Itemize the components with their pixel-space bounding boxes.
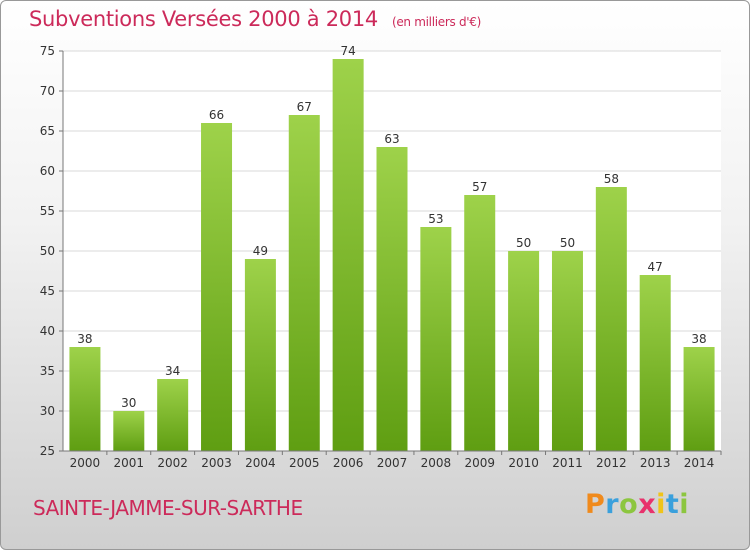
bar-2007 bbox=[376, 147, 408, 451]
value-label: 34 bbox=[165, 364, 180, 378]
x-tick-label: 2003 bbox=[201, 456, 232, 470]
x-tick-label: 2004 bbox=[245, 456, 276, 470]
proxiti-logo: Proxiti bbox=[585, 489, 689, 520]
value-label: 53 bbox=[428, 212, 443, 226]
chart-title: Subventions Versées 2000 à 2014 (en milli… bbox=[29, 7, 481, 31]
value-label: 57 bbox=[472, 180, 487, 194]
y-tick-label: 55 bbox=[40, 204, 55, 218]
bar-2011 bbox=[551, 251, 583, 451]
bar-2005 bbox=[288, 115, 320, 451]
y-tick-label: 60 bbox=[40, 164, 55, 178]
x-tick-label: 2002 bbox=[157, 456, 188, 470]
bar-2013 bbox=[639, 275, 671, 451]
bar-2003 bbox=[201, 123, 233, 451]
bar-2002 bbox=[157, 379, 189, 451]
bars bbox=[69, 59, 715, 451]
bar-2012 bbox=[595, 187, 627, 451]
value-label: 50 bbox=[516, 236, 531, 250]
logo-letter: P bbox=[585, 489, 606, 520]
y-tick-label: 40 bbox=[40, 324, 55, 338]
value-label: 30 bbox=[121, 396, 136, 410]
y-tick-label: 25 bbox=[40, 444, 55, 458]
value-label: 50 bbox=[560, 236, 575, 250]
bar-2009 bbox=[464, 195, 496, 451]
y-tick-label: 45 bbox=[40, 284, 55, 298]
y-tick-label: 70 bbox=[40, 84, 55, 98]
x-tick-label: 2000 bbox=[70, 456, 101, 470]
bar-2000 bbox=[69, 347, 101, 451]
value-label: 47 bbox=[648, 260, 663, 274]
value-label: 58 bbox=[604, 172, 619, 186]
logo-letter: x bbox=[638, 489, 657, 520]
y-tick-labels: 25 30 35 40 45 50 55 60 65 70 75 bbox=[40, 44, 55, 458]
value-label: 63 bbox=[384, 132, 399, 146]
commune-name: SAINTE-JAMME-SUR-SARTHE bbox=[33, 496, 303, 520]
bar-2004 bbox=[244, 259, 276, 451]
x-tick-label: 2014 bbox=[684, 456, 715, 470]
value-label: 74 bbox=[340, 44, 355, 58]
x-tick-label: 2012 bbox=[596, 456, 627, 470]
x-tick-labels: 2000 2001 2002 2003 2004 2005 2006 2007 2008 2009… bbox=[70, 456, 715, 470]
value-label: 38 bbox=[691, 332, 706, 346]
bar-2008 bbox=[420, 227, 452, 451]
x-tick-label: 2001 bbox=[114, 456, 145, 470]
value-label: 66 bbox=[209, 108, 224, 122]
y-tick-label: 30 bbox=[40, 404, 55, 418]
bar-2010 bbox=[508, 251, 540, 451]
x-tick-label: 2013 bbox=[640, 456, 671, 470]
logo-letter: o bbox=[619, 489, 639, 520]
x-tick-label: 2009 bbox=[464, 456, 495, 470]
value-labels: 38 30 34 66 49 67 74 63 53 57 50 50 58 47 38 bbox=[77, 44, 706, 410]
logo-letter: i bbox=[679, 489, 690, 520]
bar-2014 bbox=[683, 347, 715, 451]
value-label: 38 bbox=[77, 332, 92, 346]
y-tick-label: 75 bbox=[40, 44, 55, 58]
x-tick-label: 2006 bbox=[333, 456, 364, 470]
y-tick-label: 35 bbox=[40, 364, 55, 378]
y-tick-label: 65 bbox=[40, 124, 55, 138]
bar-2001 bbox=[113, 411, 145, 451]
x-tick-label: 2011 bbox=[552, 456, 583, 470]
y-tick-label: 50 bbox=[40, 244, 55, 258]
logo-letter: t bbox=[665, 489, 680, 520]
title-text: Subventions Versées 2000 à 2014 bbox=[29, 7, 378, 31]
x-tick-label: 2008 bbox=[421, 456, 452, 470]
x-tick-label: 2007 bbox=[377, 456, 408, 470]
title-unit: (en milliers d'€) bbox=[391, 15, 481, 29]
x-tick-label: 2005 bbox=[289, 456, 320, 470]
axes bbox=[62, 51, 722, 455]
value-label: 49 bbox=[253, 244, 268, 258]
x-tick-label: 2010 bbox=[508, 456, 539, 470]
logo-letter: r bbox=[605, 489, 620, 520]
logo-letter: i bbox=[656, 489, 666, 520]
bar-2006 bbox=[332, 59, 364, 451]
value-label: 67 bbox=[297, 100, 312, 114]
